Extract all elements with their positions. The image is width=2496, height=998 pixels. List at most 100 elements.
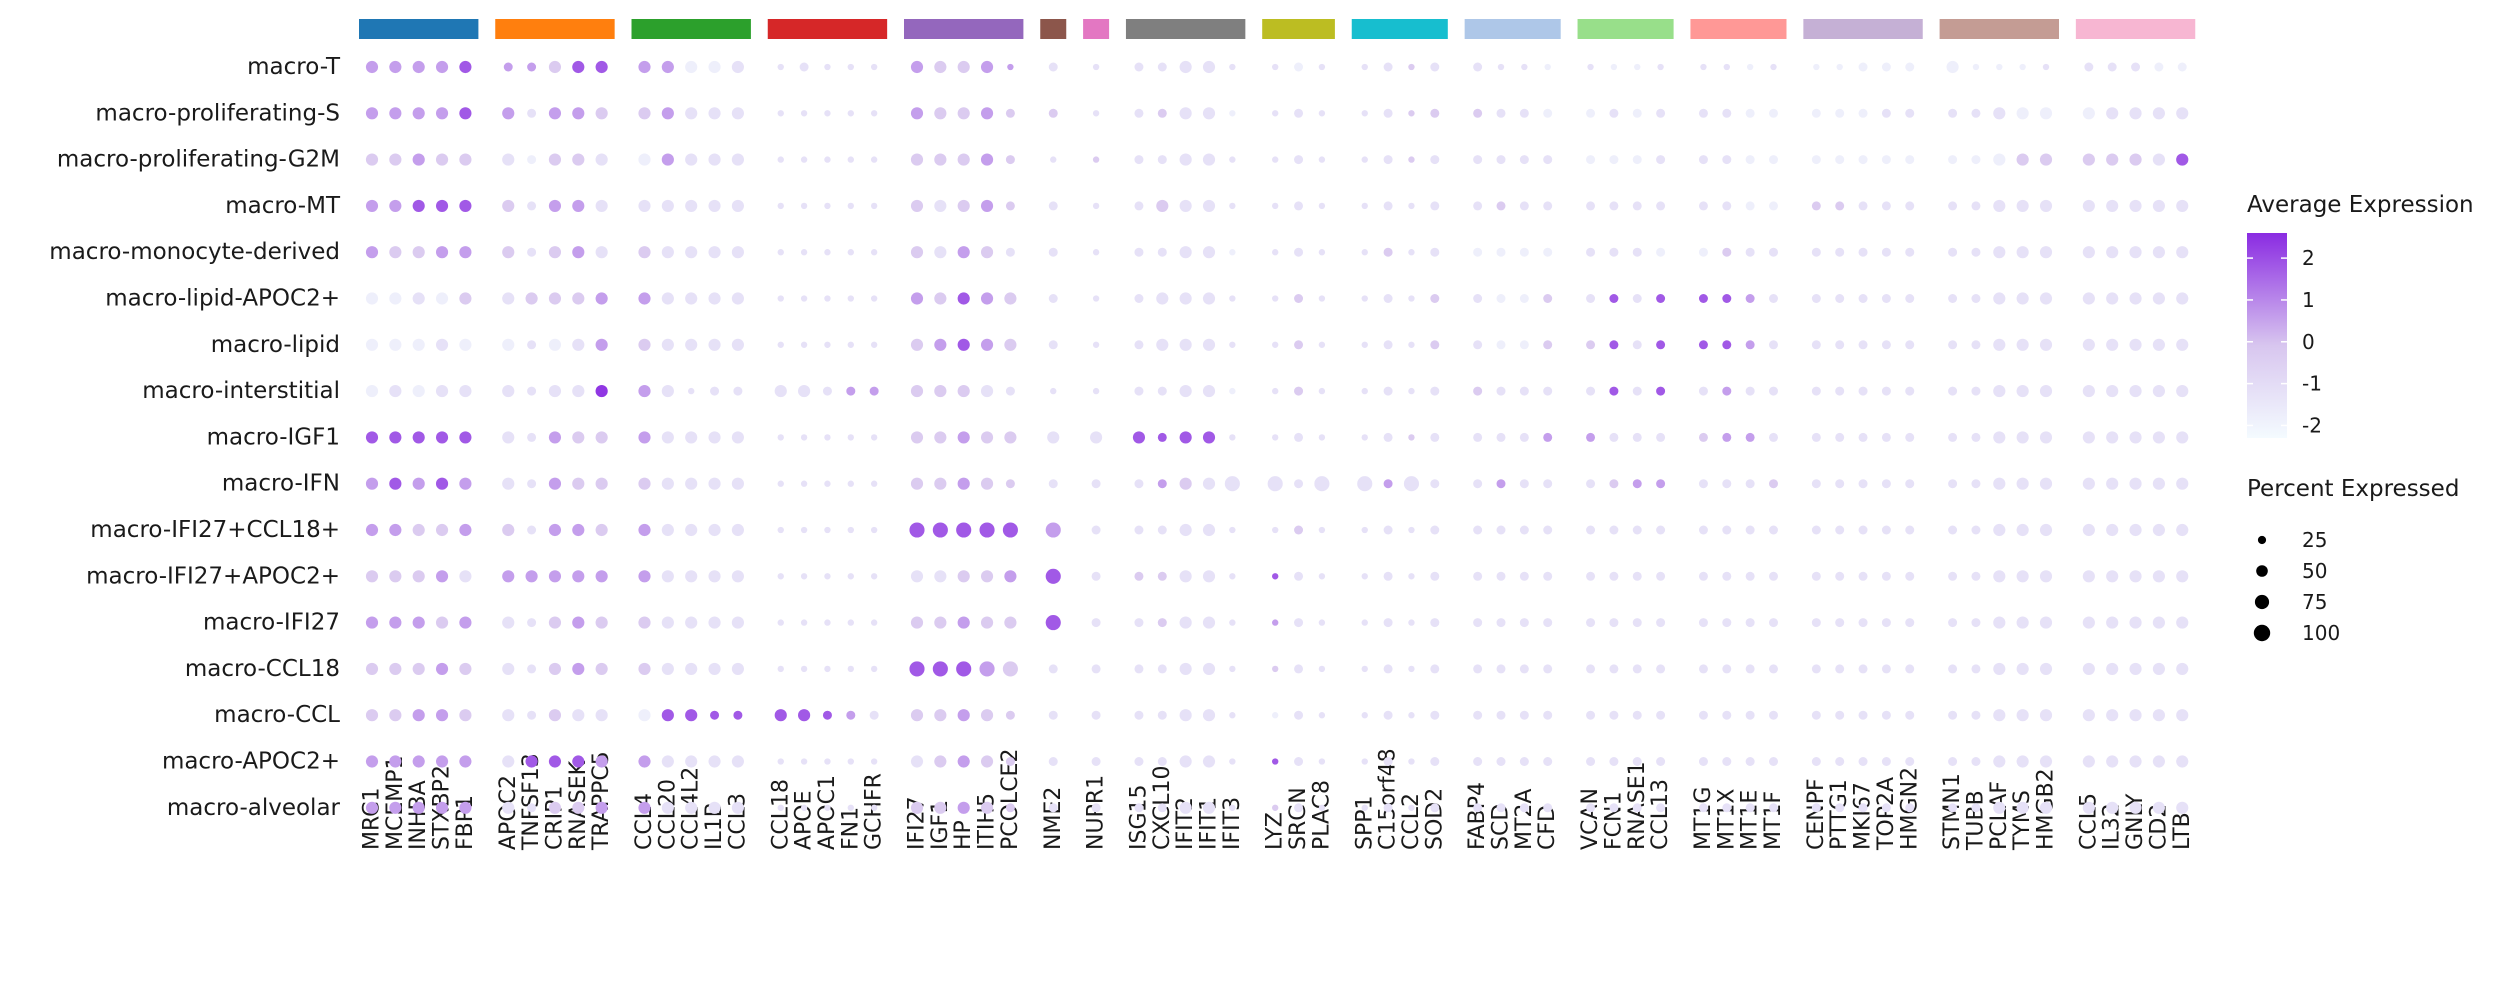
dot [502,523,515,537]
dot [1496,803,1506,813]
dot [1543,571,1553,581]
dot [365,523,379,537]
dot [1045,568,1061,584]
dot [2106,246,2119,259]
dot [1048,247,1058,257]
dot [595,292,608,305]
dot [1179,616,1192,629]
dot [847,480,854,487]
dot [824,110,831,117]
dot [980,385,994,398]
dot [777,434,784,441]
dot [1430,247,1440,257]
dot [800,619,808,626]
dot [572,246,585,259]
dot [2016,570,2029,583]
dot [2176,523,2189,537]
dot [1948,571,1958,581]
dot [1294,710,1304,720]
dot [1722,201,1732,211]
dot [1993,107,2006,120]
dot [2016,431,2029,444]
dot [1408,619,1415,626]
column-label: SOD2 [1422,788,1447,850]
dot [870,526,878,534]
dot [459,755,472,768]
dot [435,385,449,398]
dot [1722,479,1732,489]
dot [870,156,878,163]
dot [2152,246,2165,259]
dot [1971,108,1981,118]
dot [2039,292,2053,305]
dot [1745,294,1755,303]
dot [1769,803,1778,813]
dot [1430,201,1440,211]
dot [527,155,537,165]
dot [1996,63,2003,71]
dot [1157,479,1167,489]
dot [1586,155,1596,165]
dot [2176,616,2189,629]
dot [731,755,744,768]
dot [1698,664,1708,674]
dot [2082,570,2095,583]
dot [1698,571,1708,581]
dot [934,60,947,74]
dot [412,801,425,814]
dot [957,755,970,768]
dot [800,480,808,487]
dot [1769,710,1778,720]
dot [1971,294,1981,303]
dot [1586,710,1596,720]
dot [502,616,515,629]
dot [1656,710,1666,720]
dot [1048,108,1058,118]
dot [1656,108,1666,118]
dot [1318,665,1326,673]
dot [435,246,449,259]
dot [459,431,472,444]
dot [527,247,537,257]
dot [1519,710,1529,720]
dot [1318,526,1326,534]
dot [1811,340,1821,350]
dot [1971,525,1981,535]
dot [548,523,562,537]
dot [1007,63,1014,71]
column-label: ISG15 [1126,785,1151,851]
dot [638,107,651,120]
dot [638,292,651,305]
dot [910,153,924,166]
dot [527,340,537,350]
dot [1092,156,1100,163]
dot [527,664,537,674]
dot [1134,710,1144,720]
dot [502,107,515,120]
dot [595,755,608,768]
dot [979,522,995,538]
dot [1134,479,1144,489]
dot [1519,479,1529,489]
dot [1361,665,1368,673]
dot [1091,525,1101,535]
dot [2129,662,2142,675]
column-label: CENPF [1804,778,1829,850]
dot [1496,664,1506,674]
dot [1769,525,1778,535]
dot [1905,432,1915,442]
gene-group-bar [904,19,1024,39]
row-label: macro-IFN [222,471,340,497]
row-label: macro-IFI27+CCL18+ [90,517,340,543]
dot [1202,199,1216,212]
dot [1004,338,1017,351]
dot [777,295,784,302]
dot [2082,107,2095,120]
column-label: CCL5 [2076,793,2101,850]
dot [1179,153,1192,166]
dot [934,570,947,583]
dot [1383,479,1393,489]
dot [1157,155,1167,165]
size-key-label: 25 [2302,528,2327,552]
dot [1586,247,1596,257]
